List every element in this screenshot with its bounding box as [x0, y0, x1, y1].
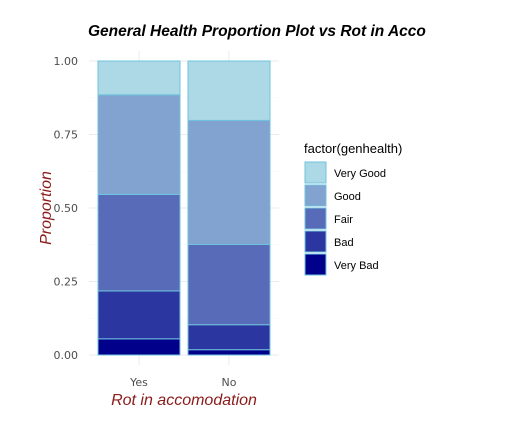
bar-segment — [97, 94, 181, 195]
y-axis-ticks: 0.00 0.25 0.50 0.75 1.00 — [54, 55, 79, 362]
bar-segment — [97, 60, 181, 96]
y-axis-title: Proportion — [38, 171, 55, 245]
y-tick-label: 0.75 — [54, 129, 79, 142]
y-tick-label: 1.00 — [54, 55, 79, 68]
legend-label: Good — [334, 191, 361, 203]
x-axis-title: Rot in accomodation — [111, 392, 257, 409]
bar-segment — [187, 324, 271, 351]
y-tick-label: 0.50 — [54, 202, 79, 215]
legend-swatch — [304, 184, 327, 207]
legend-swatch — [304, 161, 327, 184]
legend-label: Very Good — [334, 168, 386, 180]
bar-segment — [97, 290, 181, 340]
bar-segment — [187, 349, 271, 356]
stacked-bars — [97, 60, 271, 356]
bar-segment — [187, 119, 271, 245]
legend: factor(genhealth) Very Good Good Fair Bad Ve… — [304, 141, 402, 276]
y-tick-label: 0.00 — [54, 349, 79, 362]
bar-segment — [187, 60, 271, 121]
legend-swatch — [304, 207, 327, 230]
legend-swatch — [304, 253, 327, 276]
x-tick-label: No — [222, 376, 237, 389]
y-tick-label: 0.25 — [54, 276, 79, 289]
legend-label: Bad — [334, 237, 354, 249]
x-tick-label: Yes — [129, 376, 148, 389]
legend-swatch — [304, 230, 327, 253]
chart-title: General Health Proportion Plot vs Rot in… — [88, 23, 426, 40]
bar-segment — [97, 193, 181, 292]
bar-segment — [187, 243, 271, 326]
legend-title: factor(genhealth) — [304, 141, 402, 156]
bar-segment — [97, 338, 181, 356]
legend-label: Fair — [334, 214, 353, 226]
x-axis-ticks: Yes No — [129, 376, 237, 389]
legend-label: Very Bad — [334, 260, 379, 272]
